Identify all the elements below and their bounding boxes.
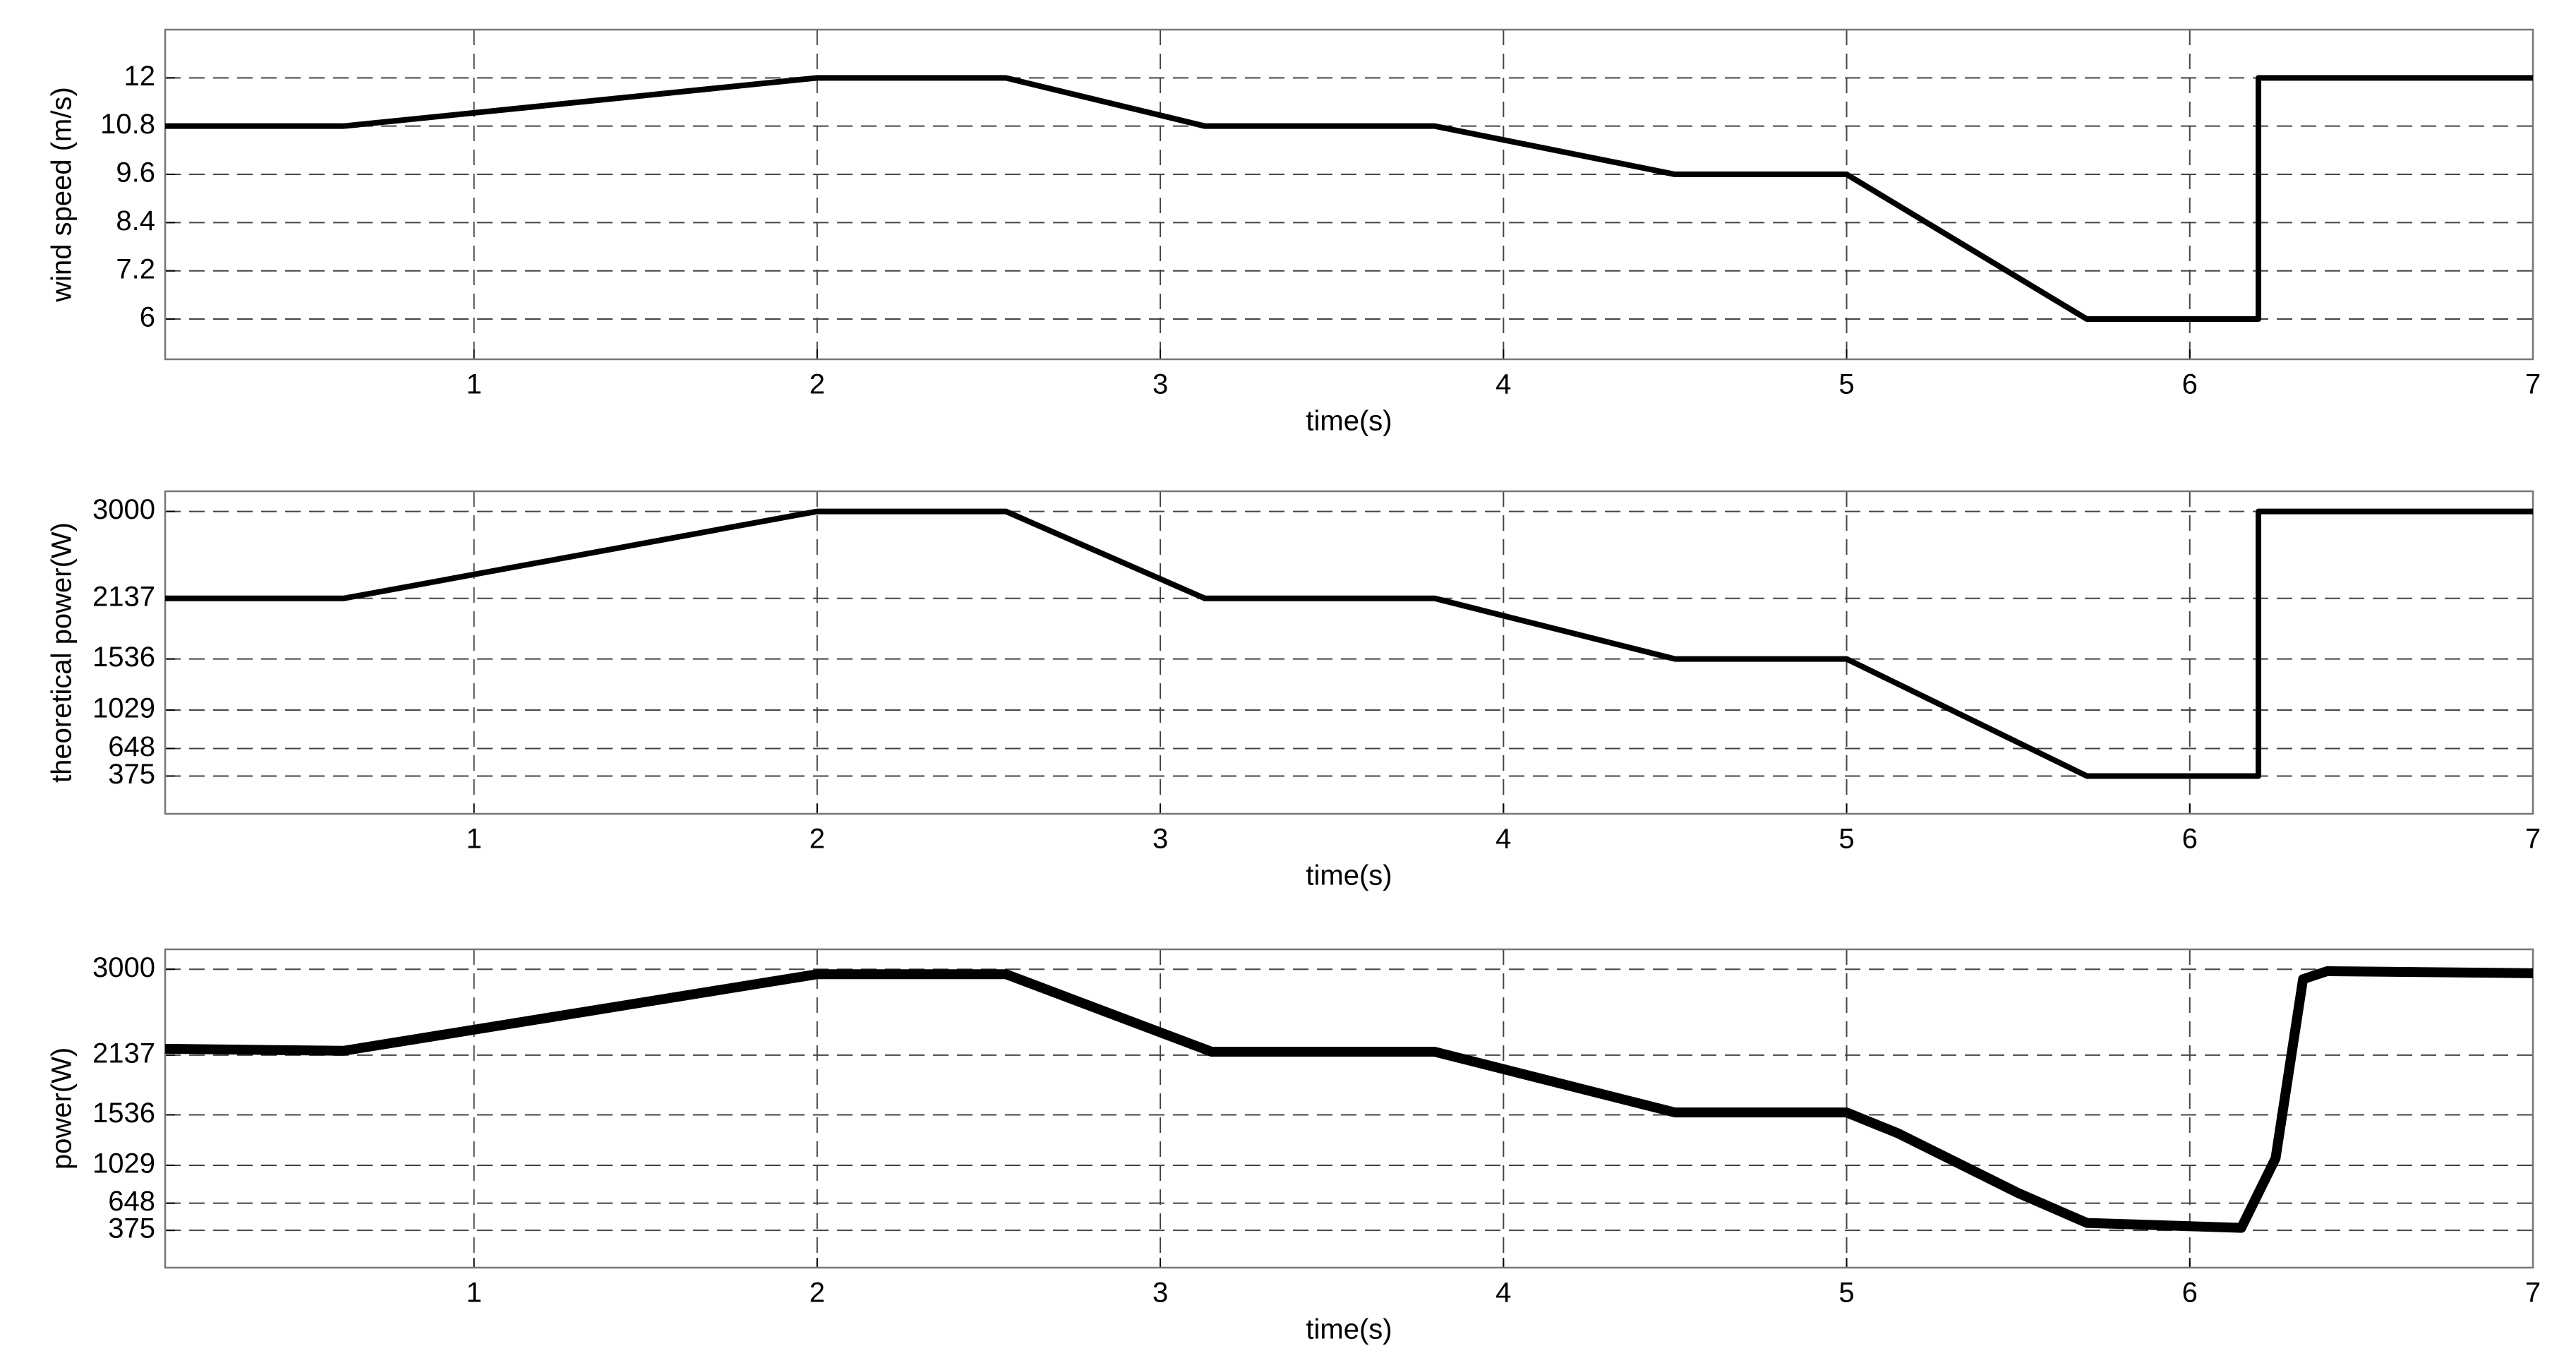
- x-tick-label: 4: [1495, 1278, 1511, 1309]
- x-axis-label: time(s): [1306, 860, 1392, 891]
- plot-frame: [164, 28, 2534, 361]
- x-tick-label: 5: [1838, 369, 1854, 400]
- y-tick-label: 8.4: [116, 205, 155, 236]
- y-tick-label: 1029: [92, 1148, 155, 1179]
- y-tick-label: 3000: [92, 952, 155, 983]
- y-tick-label: 7.2: [116, 253, 155, 284]
- y-axis-label: wind speed (m/s): [47, 87, 78, 303]
- x-tick-label: 1: [466, 369, 481, 400]
- x-tick-label: 2: [809, 1278, 825, 1309]
- y-tick-label: 2137: [92, 1038, 155, 1069]
- data-line: [164, 966, 2534, 1233]
- plot-frame: [164, 948, 2534, 1269]
- y-tick-label: 12: [124, 61, 156, 92]
- x-tick-label: 7: [2525, 824, 2541, 855]
- y-axis-label: theoretical power(W): [47, 522, 78, 783]
- x-tick-label: 2: [809, 824, 825, 855]
- x-tick-label: 6: [2182, 824, 2198, 855]
- x-tick-label: 3: [1152, 1278, 1168, 1309]
- x-tick-label: 5: [1838, 824, 1854, 855]
- y-tick-label: 9.6: [116, 157, 155, 188]
- x-tick-label: 7: [2525, 1278, 2541, 1309]
- y-tick-label: 375: [108, 759, 155, 790]
- y-tick-label: 10.8: [100, 109, 155, 140]
- data-line: [165, 508, 2533, 779]
- plot-frame: [164, 490, 2534, 815]
- x-tick-label: 4: [1495, 824, 1511, 855]
- y-tick-label: 2137: [92, 581, 155, 612]
- x-tick-label: 1: [466, 1278, 481, 1309]
- y-tick-label: 3000: [92, 494, 155, 525]
- y-tick-label: 648: [108, 1186, 155, 1217]
- y-tick-label: 375: [108, 1213, 155, 1244]
- x-tick-label: 2: [809, 369, 825, 400]
- y-tick-label: 6: [140, 302, 155, 333]
- x-tick-label: 1: [466, 824, 481, 855]
- x-tick-label: 3: [1152, 824, 1168, 855]
- x-tick-label: 6: [2182, 369, 2198, 400]
- x-tick-label: 5: [1838, 1278, 1854, 1309]
- y-tick-label: 648: [108, 731, 155, 762]
- x-tick-label: 6: [2182, 1278, 2198, 1309]
- y-axis-label: power(W): [47, 1047, 78, 1170]
- x-axis-label: time(s): [1306, 406, 1392, 437]
- x-axis-label: time(s): [1306, 1314, 1392, 1345]
- x-tick-label: 4: [1495, 369, 1511, 400]
- y-tick-label: 1536: [92, 1098, 155, 1129]
- y-tick-label: 1536: [92, 642, 155, 673]
- x-tick-label: 7: [2525, 369, 2541, 400]
- x-tick-label: 3: [1152, 369, 1168, 400]
- data-line: [165, 75, 2533, 323]
- y-tick-label: 1029: [92, 693, 155, 724]
